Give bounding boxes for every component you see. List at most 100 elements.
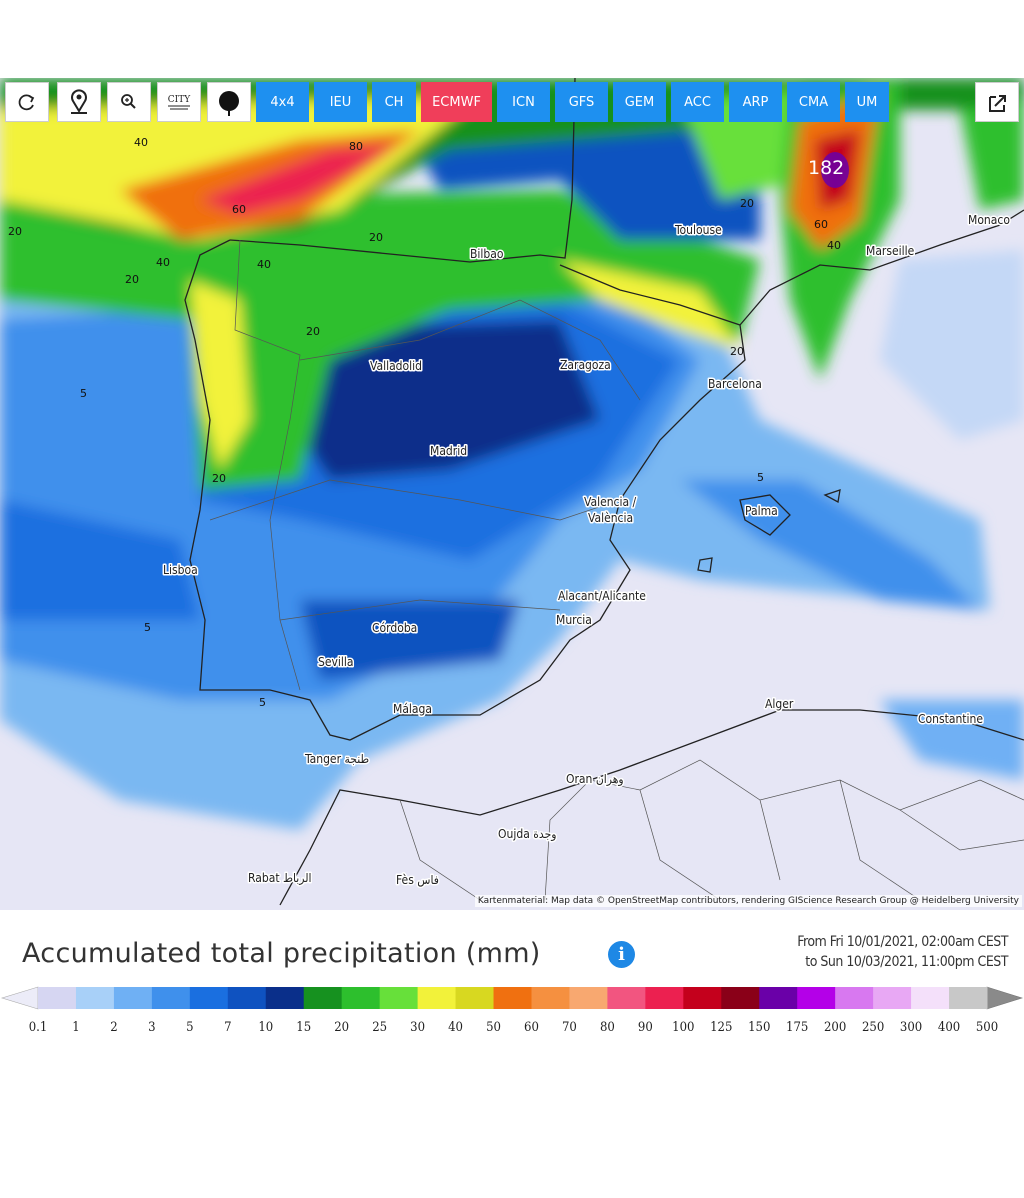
scale-swatch [189,987,229,1009]
city-label: Toulouse [674,223,722,237]
scale-swatch [835,987,874,1009]
scale-label: 250 [862,1020,884,1035]
scale-label: 200 [824,1020,846,1035]
scale-label: 30 [410,1020,425,1035]
city-icon: CITY [168,95,191,110]
scale-swatch [949,987,988,1009]
city-label: Madrid [430,444,467,458]
scale-label: 80 [600,1020,615,1035]
location-button[interactable] [57,82,101,122]
scale-swatch [569,987,608,1009]
city-label: Barcelona [708,377,762,391]
scale-swatch [113,987,153,1009]
scale-arrow-low [0,986,39,1010]
scale-label: 5 [186,1020,193,1035]
map-attribution: Kartenmaterial: Map data © OpenStreetMap… [474,895,1022,907]
share-button[interactable] [975,82,1019,122]
contour-label: 5 [259,696,266,709]
scale-swatch [379,987,419,1009]
refresh-icon [18,94,35,111]
scale-swatch [797,987,836,1009]
share-icon [989,95,1006,112]
color-icon [219,91,239,116]
scale-swatch [303,987,343,1009]
borders [209,239,1024,901]
city-label: Sevilla [318,655,354,669]
scale-label: 500 [976,1020,998,1035]
city-labels: Bilbao Toulouse Marseille Monaco Vallado… [162,212,1012,890]
city-label: Murcia [556,613,592,627]
city-label: Alger [765,697,794,711]
contour-label: 5 [80,387,87,400]
scale-arrow-high [986,986,1024,1010]
model-button[interactable]: ARP [729,82,782,122]
scale-swatch [227,987,267,1009]
model-button[interactable]: ACC [671,82,724,122]
contour-label: 60 [232,203,246,216]
city-label: Marseille [866,244,915,258]
city-label: Rabat الرباط [248,871,312,886]
scale-label: 70 [562,1020,577,1035]
contour-label: 5 [757,471,764,484]
contour-label: 20 [306,325,320,338]
color-scale: 0.1 1 2 3 5 7 10 15 20 25 30 40 50 60 70 80 90 100 125 150 1… [0,986,1024,1035]
peak-label: 182 [808,157,844,179]
zoom-icon [121,94,136,109]
scale-label: 7 [224,1020,231,1035]
scale-label: 0.1 [29,1020,48,1035]
contour-label: 5 [144,621,151,634]
scale-label: 150 [748,1020,770,1035]
scale-swatch [151,987,191,1009]
scale-label: 3 [148,1020,155,1035]
contour-label: 20 [8,225,22,238]
model-button[interactable]: CMA [787,82,840,122]
model-button[interactable]: ICN [497,82,550,122]
model-button[interactable]: GFS [555,82,608,122]
scale-swatch [38,987,77,1009]
city-button[interactable]: CITY [157,82,201,122]
model-button[interactable]: GEM [613,82,666,122]
city-label: Valencia / [584,495,637,509]
city-label: Bilbao [470,247,504,261]
scale-label: 20 [334,1020,349,1035]
city-label: Oujda وجدة [498,827,556,842]
contour-label: 20 [212,472,226,485]
contour-label: 20 [740,197,754,210]
model-button[interactable]: UM [845,82,889,122]
period-to: to Sun 10/03/2021, 11:00pm CEST [805,954,1008,970]
scale-swatch [911,987,950,1009]
model-button[interactable]: IEU [314,82,367,122]
city-label: Tanger طنجة [304,752,369,766]
contour-label: 40 [827,239,841,252]
model-button[interactable]: CH [372,82,416,122]
precipitation-map[interactable]: Bilbao Toulouse Marseille Monaco Vallado… [0,78,1024,910]
scale-label: 25 [372,1020,387,1035]
model-button[interactable]: ECMWF [421,82,492,122]
scale-label: 1 [72,1020,79,1035]
precip-field [0,78,1024,910]
scale-label: 10 [258,1020,273,1035]
contour-label: 20 [369,231,383,244]
scale-label: 50 [486,1020,501,1035]
scale-swatch [645,987,684,1009]
city-label: Alacant/Alicante [558,589,646,603]
color-button[interactable] [207,82,251,122]
scale-label: 175 [786,1020,808,1035]
zoom-button[interactable] [107,82,151,122]
refresh-button[interactable] [5,82,49,122]
scale-label: 60 [524,1020,539,1035]
legend-title: Accumulated total precipitation (mm) [22,938,541,969]
scale-swatch [607,987,646,1009]
contour-labels: 40 80 60 20 40 40 20 20 20 5 20 5 5 182 … [8,136,844,709]
model-button[interactable]: 4x4 [256,82,309,122]
city-label: Oran وهران [566,772,624,787]
period-from: From Fri 10/01/2021, 02:00am CEST [797,934,1008,950]
scale-label: 100 [672,1020,694,1035]
contour-label: 80 [349,140,363,153]
scale-swatch [759,987,798,1009]
location-icon [71,89,87,114]
scale-label: 400 [938,1020,960,1035]
city-label: Córdoba [372,621,417,635]
info-button[interactable]: i [608,941,635,968]
